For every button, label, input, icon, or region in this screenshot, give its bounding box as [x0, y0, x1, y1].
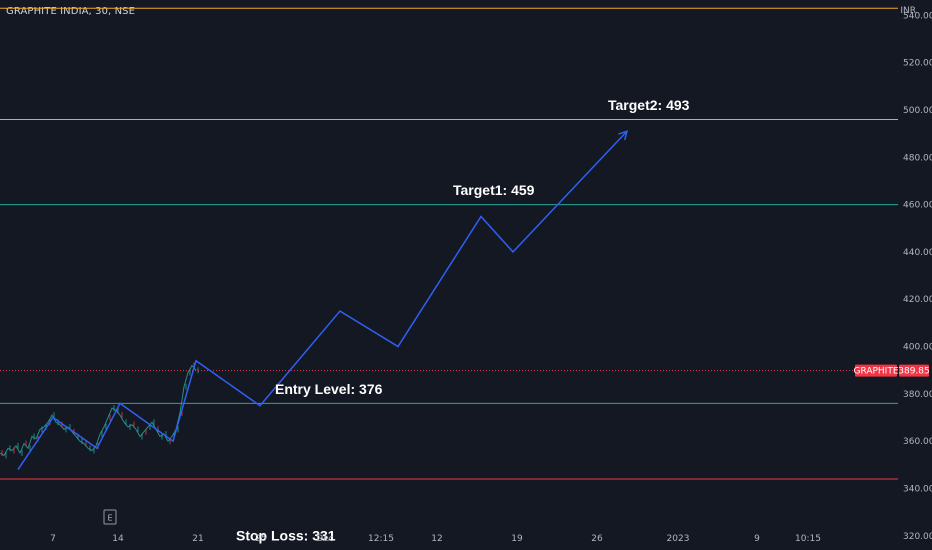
y-tick-label: 380.00 [903, 390, 932, 400]
y-tick-label: 460.00 [903, 201, 932, 211]
symbol-title: GRAPHITE INDIA, 30, NSE [6, 6, 136, 17]
projection-layer [17, 130, 629, 470]
earnings-icon[interactable] [103, 509, 117, 525]
last-price-symbol: GRAPHITE [853, 367, 898, 377]
annotation-stop-loss[interactable]: Stop Loss: 331 [236, 528, 336, 544]
currency-label: INR [900, 6, 916, 16]
earnings-label: E [107, 514, 112, 523]
x-tick-label: 2023 [667, 534, 690, 544]
last-price-tag: GRAPHITE 389.85 [853, 364, 930, 377]
x-tick-label: 10:15 [795, 534, 821, 544]
last-price-value-box [899, 364, 929, 377]
annotation-target1[interactable]: Target1: 459 [453, 182, 535, 198]
y-tick-label: 500.00 [903, 106, 932, 116]
y-axis[interactable]: 540.00 520.00 500.00 480.00 460.00 440.00 420.… [903, 11, 932, 541]
earnings-marker[interactable]: E [103, 509, 117, 525]
y-tick-label: 480.00 [903, 153, 932, 163]
y-tick-label: 320.00 [903, 532, 932, 542]
y-tick-label: 440.00 [903, 248, 932, 258]
y-tick-label: 360.00 [903, 437, 932, 447]
horizontal-lines-layer [0, 7, 898, 480]
last-price-value: 389.85 [898, 367, 930, 377]
x-tick-label: 12:15 [368, 534, 394, 544]
x-tick-label: 25 [255, 534, 266, 544]
x-tick-label: 9 [754, 534, 760, 544]
annotations-layer: Target2: 493 Target1: 459 Entry Level: 376… [236, 97, 690, 544]
x-tick-label: 26 [591, 534, 603, 544]
x-tick-label: 21 [192, 534, 203, 544]
x-tick-label: 14 [112, 534, 124, 544]
y-tick-label: 400.00 [903, 343, 932, 353]
x-tick-label: Dec [316, 534, 333, 544]
last-price-symbol-box [855, 364, 897, 377]
x-axis[interactable]: 7 14 21 25 Dec 12:15 12 19 26 2023 9 10:15 [50, 534, 821, 544]
x-tick-label: 19 [511, 534, 523, 544]
x-tick-label: 7 [50, 534, 56, 544]
projection-path[interactable] [17, 130, 628, 470]
y-tick-label: 340.00 [903, 484, 932, 494]
y-tick-label: 420.00 [903, 295, 932, 305]
price-series-line [0, 364, 197, 457]
annotation-target2[interactable]: Target2: 493 [608, 97, 690, 113]
annotation-entry-level[interactable]: Entry Level: 376 [275, 381, 383, 397]
x-tick-label: 12 [431, 534, 442, 544]
y-tick-label: 520.00 [903, 59, 932, 69]
y-tick-label: 540.00 [903, 11, 932, 21]
projection-arrowhead [618, 130, 629, 141]
